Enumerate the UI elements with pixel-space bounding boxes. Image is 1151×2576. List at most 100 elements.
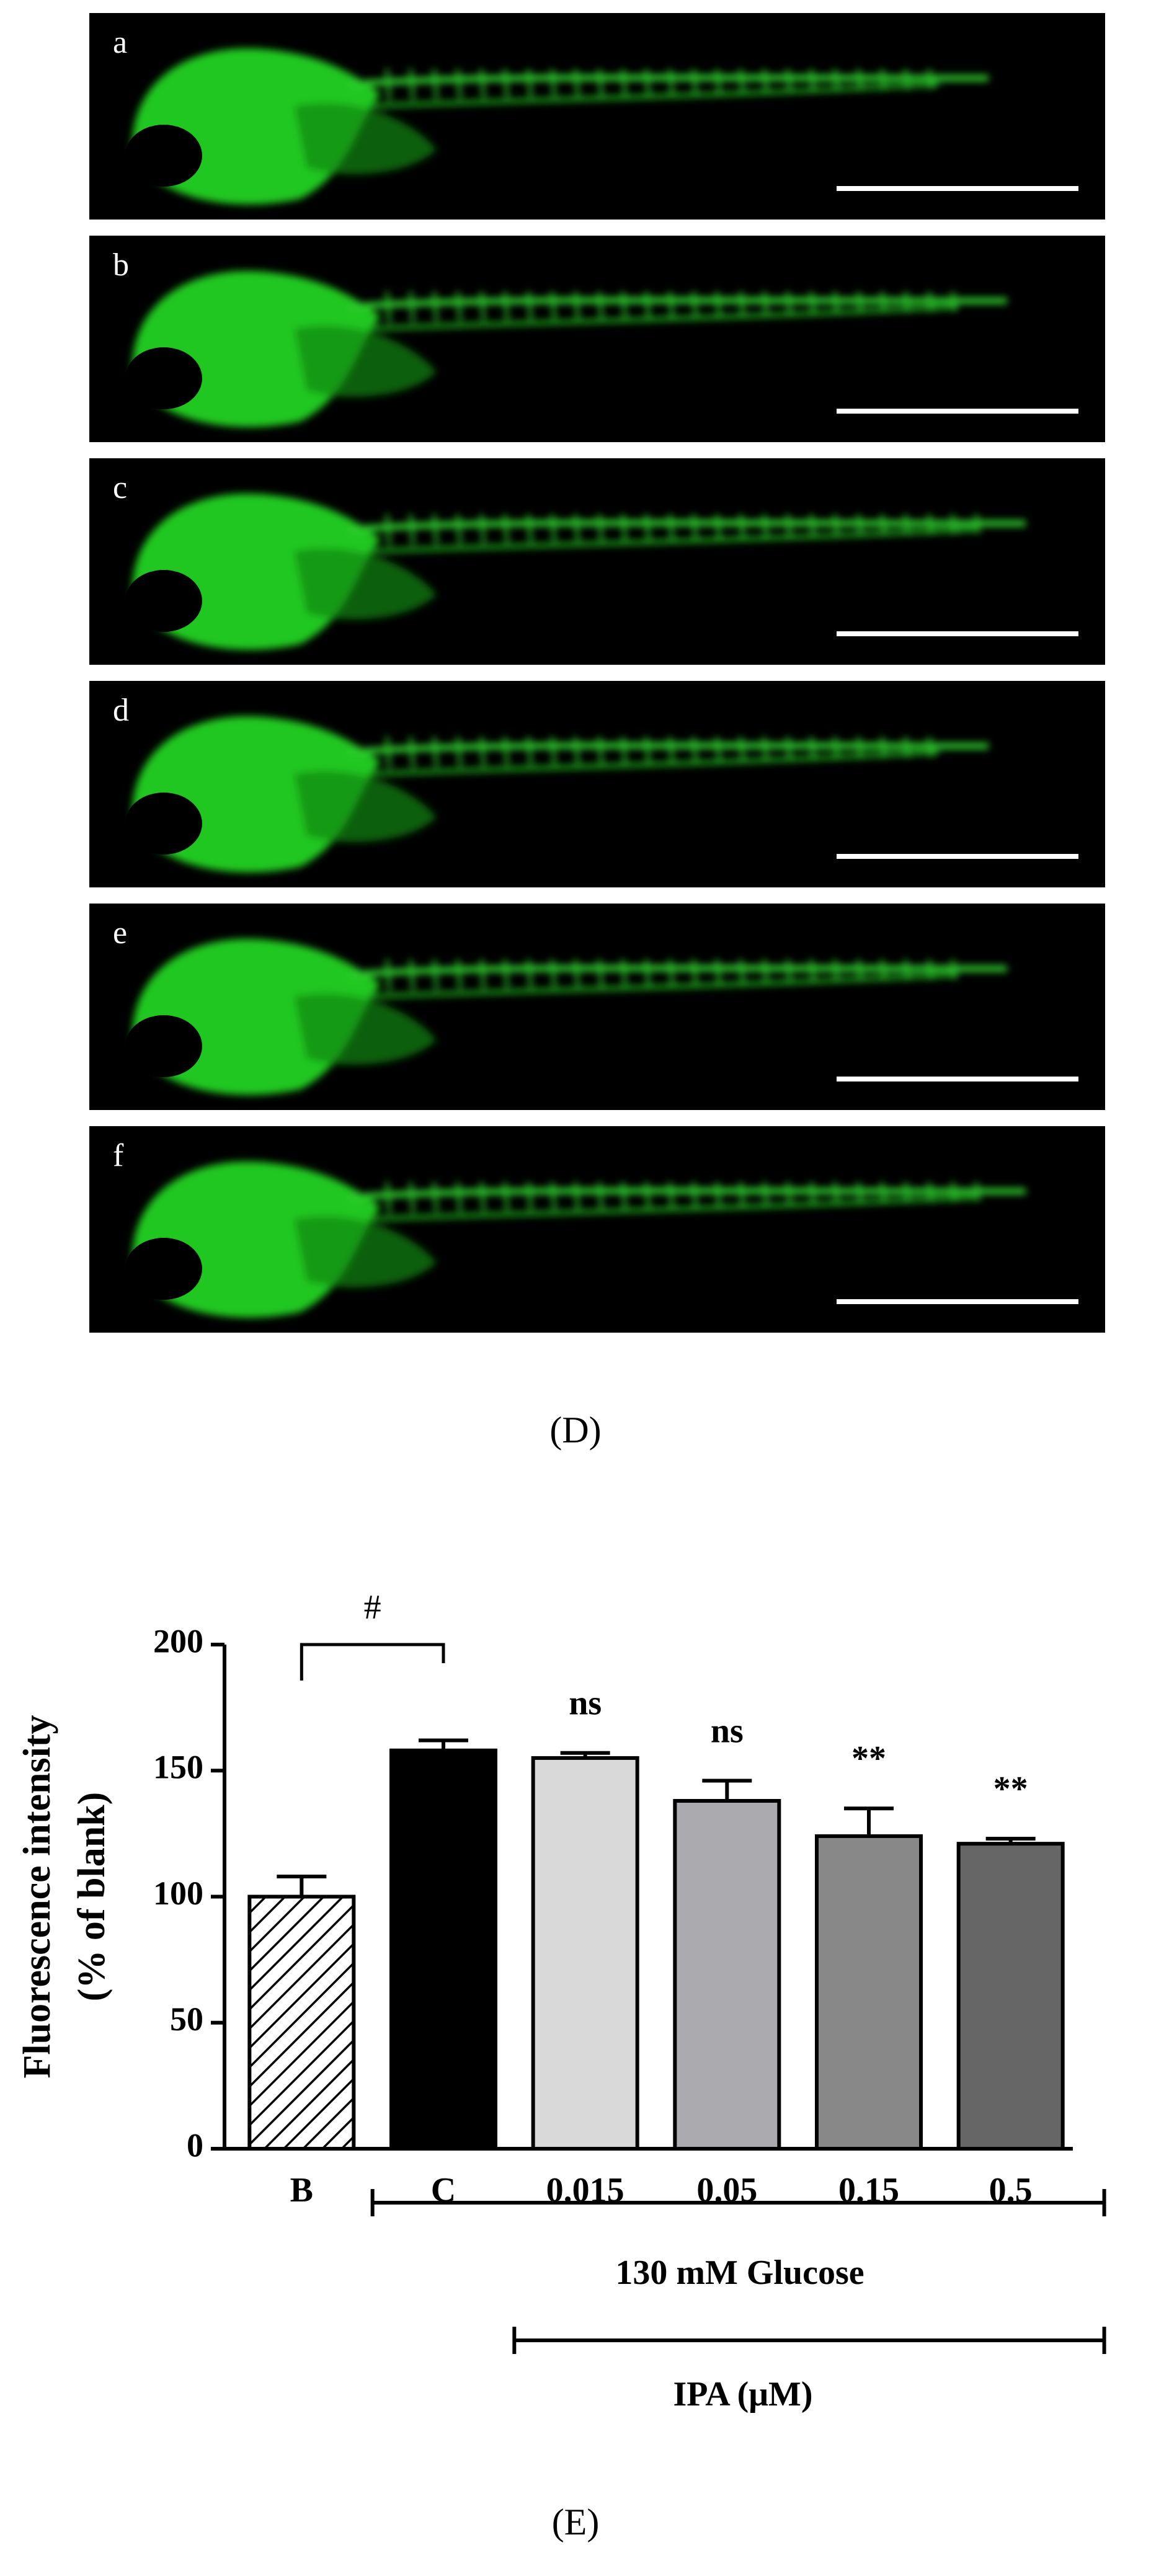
- y-tick-label: 200: [153, 1622, 203, 1659]
- vessel: [668, 959, 674, 985]
- panel-label: b: [113, 247, 129, 283]
- bar: [247, 1894, 356, 2151]
- vessel: [904, 736, 910, 758]
- vessel: [479, 68, 486, 99]
- vessel: [762, 959, 768, 984]
- vessel: [880, 291, 886, 313]
- vessel: [550, 291, 556, 319]
- vessel: [456, 1181, 462, 1212]
- vessel: [550, 959, 556, 987]
- vessel: [385, 291, 391, 323]
- fish-yolk: [294, 548, 437, 620]
- vessel: [456, 736, 462, 766]
- vessel: [621, 291, 627, 318]
- vessel: [479, 959, 486, 989]
- vessel: [574, 291, 580, 319]
- vessel: [432, 736, 438, 767]
- vessel: [833, 736, 839, 759]
- group-line: [512, 2327, 1106, 2354]
- vessel: [739, 1181, 745, 1206]
- fish-spine: [349, 74, 989, 87]
- vessel: [503, 1181, 509, 1211]
- x-tick-label: B: [290, 2171, 313, 2210]
- vessel: [432, 1181, 438, 1212]
- vessel: [904, 959, 910, 980]
- vessel: [574, 513, 580, 542]
- vessel: [432, 513, 438, 544]
- vessel: [432, 291, 438, 322]
- vessel: [786, 68, 792, 92]
- vessel: [479, 291, 486, 321]
- significance-label: **: [993, 1770, 1028, 1808]
- bar: [389, 1748, 497, 2151]
- vessel: [880, 736, 886, 758]
- vessel: [409, 736, 415, 768]
- vessel: [527, 68, 533, 97]
- vessel: [550, 68, 556, 97]
- comparison-bracket: [300, 1643, 445, 1681]
- vessel: [974, 513, 980, 534]
- vessel: [739, 68, 745, 93]
- bar: [956, 1842, 1065, 2151]
- micrograph-panel: b: [89, 236, 1105, 442]
- vessel: [574, 736, 580, 765]
- vessel: [833, 68, 839, 91]
- significance-label: ns: [711, 1712, 744, 1750]
- vessel: [527, 291, 533, 320]
- vessel: [809, 736, 815, 760]
- vessel: [856, 513, 863, 536]
- micrograph-panel: a: [89, 13, 1105, 220]
- vessel: [597, 1181, 603, 1209]
- vessel: [739, 291, 745, 316]
- y-axis-label: (% of blank): [71, 1792, 113, 2002]
- vessel: [574, 1181, 580, 1210]
- vessel: [409, 291, 415, 322]
- vessel: [385, 959, 391, 991]
- vessel: [739, 736, 745, 761]
- fish-vessel: [368, 304, 958, 331]
- vessel: [409, 959, 415, 990]
- bar: [531, 1756, 639, 2151]
- micrograph-panel: c: [89, 458, 1105, 665]
- vessel: [904, 291, 910, 313]
- fish-yolk: [294, 325, 437, 397]
- vessel: [597, 513, 603, 541]
- fish-spine: [349, 520, 1026, 533]
- vessel: [856, 959, 863, 982]
- vessel: [762, 513, 768, 538]
- caption: (D): [549, 1410, 601, 1450]
- vessel: [597, 736, 603, 764]
- panel-label: a: [113, 25, 127, 60]
- vessel: [385, 68, 391, 100]
- vessel: [762, 1181, 768, 1206]
- significance-label: **: [851, 1739, 886, 1778]
- vessel: [668, 1181, 674, 1208]
- fish-eye: [125, 125, 202, 187]
- group-label: 130 mM Glucose: [615, 2254, 864, 2292]
- fish-vessel: [368, 1195, 977, 1222]
- vessel: [762, 736, 768, 761]
- vessel: [904, 513, 910, 535]
- vessel: [927, 513, 933, 535]
- vessel: [691, 513, 698, 540]
- vessel: [809, 959, 815, 982]
- vessel: [715, 513, 721, 539]
- significance-label: ns: [569, 1684, 602, 1723]
- comparison-label: #: [364, 1588, 381, 1627]
- vessel: [927, 736, 933, 757]
- fish-vessel: [368, 972, 958, 999]
- y-tick-label: 100: [153, 1875, 203, 1912]
- vessel: [668, 291, 674, 318]
- vessel: [456, 291, 462, 321]
- vessel: [644, 736, 651, 763]
- vessel: [621, 513, 627, 541]
- vessel: [880, 68, 886, 91]
- vessel: [715, 1181, 721, 1207]
- micrograph-panel: e: [89, 904, 1105, 1110]
- vessel: [574, 68, 580, 97]
- vessel: [479, 736, 486, 766]
- vessel: [550, 513, 556, 542]
- vessel: [833, 291, 839, 314]
